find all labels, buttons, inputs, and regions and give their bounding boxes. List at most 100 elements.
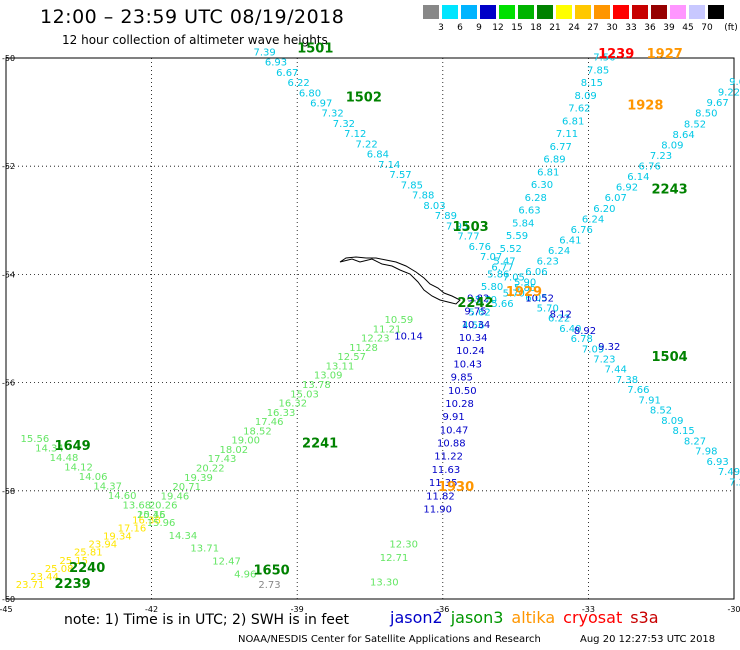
track-2241: 10.5911.2112.2311.2812.5713.1113.0913.78…: [137, 315, 413, 521]
swh-value: 8.09: [575, 91, 597, 102]
track-1650: 15.96 14.34 13.71 12.474.96: [147, 518, 257, 580]
swh-value: 8.15: [673, 426, 695, 437]
swh-value: 25.15: [59, 556, 88, 567]
swh-value: 7.23: [650, 151, 672, 162]
swh-value: 7.89: [435, 211, 457, 222]
scale-swatch: [499, 5, 515, 19]
swh-value: 11.90: [423, 504, 452, 515]
swh-value: 7.88: [412, 191, 434, 202]
swh-value: 12.71: [380, 553, 409, 564]
swh-value: 14.34: [169, 531, 198, 542]
swh-value: 15.96: [147, 518, 176, 529]
legend-entry: altika: [511, 608, 556, 627]
scale-unit: (ft): [724, 23, 738, 33]
swh-value: 20.46: [137, 510, 166, 521]
swh-value: 8.52: [650, 406, 672, 417]
swh-value: 15.03: [290, 389, 319, 400]
swh-value: 6.93: [265, 58, 287, 69]
swh-value: 14.48: [50, 453, 79, 464]
pass-time-label: 1927: [647, 47, 683, 62]
swh-value: 15.56: [21, 434, 50, 445]
swh-value: 7.21: [729, 477, 740, 488]
track-1928: 7.567.858.158.097.626.817.116.776.896.81…: [462, 53, 615, 332]
lon-tick-label: -39: [291, 605, 304, 614]
scale-swatch: [613, 5, 629, 19]
lat-tick-label: -54: [2, 270, 15, 279]
scale-swatch: [461, 5, 477, 19]
swh-value: 6.24: [582, 214, 604, 225]
swh-value: 10.43: [453, 359, 482, 370]
swh-value: 7.62: [568, 104, 590, 115]
swh-value: 6.63: [518, 206, 540, 217]
swh-value: 7.07: [480, 252, 502, 263]
swh-value: 7.14: [378, 160, 400, 171]
swh-value: 6.76: [571, 225, 593, 236]
pass-time-label: 2239: [55, 577, 91, 592]
scale-swatch: [651, 5, 667, 19]
swh-value: 8.09: [661, 416, 683, 427]
swh-value: 6.23: [537, 257, 559, 268]
swh-value: 12.23: [361, 334, 390, 345]
swh-value: 5.86: [487, 269, 509, 280]
swh-value: 7.85: [401, 180, 423, 191]
pass-time-label: 1239: [598, 47, 634, 62]
swh-value: 7.32: [333, 119, 355, 130]
swh-value: 10.52: [525, 293, 554, 304]
scale-label: 21: [549, 23, 561, 33]
swh-value: 2.73: [258, 580, 280, 591]
swh-value: 8.50: [695, 109, 717, 120]
swh-value: 9.67: [706, 98, 728, 109]
swh-value: 12.57: [337, 352, 366, 363]
swh-value: 20.22: [196, 463, 225, 474]
scale-swatch: [670, 5, 686, 19]
swh-value: 10.24: [456, 346, 485, 357]
swh-value: 7.39: [254, 47, 276, 58]
swh-value: 5.84: [512, 218, 534, 229]
swh-value: 6.06: [525, 267, 547, 278]
legend-entry: cryosat: [563, 608, 623, 627]
coastline-path: [339, 256, 461, 305]
swh-value: 6.78: [571, 334, 593, 345]
swh-value: 6.67: [276, 68, 298, 79]
time-label-layer: 1501 1502 1503 1239 1927 1928 2243 2242 1929 1504…: [55, 42, 688, 593]
scale-label: 39: [663, 23, 675, 33]
swh-value: 7.05: [503, 273, 525, 284]
scale-swatch: [632, 5, 648, 19]
swh-value: 9.82: [467, 293, 489, 304]
swh-value: 8.64: [673, 130, 695, 141]
swh-value: 9.6: [729, 77, 740, 88]
swh-value: 11.82: [426, 491, 455, 502]
pass-time-label: 1504: [651, 350, 687, 365]
swh-value: 7.32: [321, 109, 343, 120]
swh-value: 8.92: [574, 326, 596, 337]
swh-value: 6.07: [605, 193, 627, 204]
swh-value: 10.59: [385, 315, 414, 326]
swh-value: 16.32: [278, 399, 307, 410]
swh-value: 7.98: [695, 447, 717, 458]
swh-value: 9.91: [442, 412, 464, 423]
swh-value: 7.12: [344, 129, 366, 140]
swh-value: 9.22: [718, 88, 740, 99]
scale-label: 33: [625, 23, 637, 33]
credit-line: NOAA/NESDIS Center for Satellite Applica…: [238, 634, 541, 645]
swh-value: 5.52: [500, 244, 522, 255]
swh-value: 8.09: [661, 140, 683, 151]
swh-value: 18.52: [243, 426, 272, 437]
legend-entry: jason3: [450, 608, 504, 627]
lon-tick-label: -45: [0, 605, 13, 614]
scale-swatch: [689, 5, 705, 19]
swh-value: 6.76: [469, 242, 491, 253]
pass-time-label: 1503: [453, 220, 489, 235]
swh-value: 5.70: [475, 295, 497, 306]
swh-value: 23.44: [30, 572, 59, 583]
pass-time-label: 1929: [506, 285, 542, 300]
swh-value: 10.14: [394, 331, 423, 342]
scale-swatch: [480, 5, 496, 19]
swh-value: 5.70: [537, 303, 559, 314]
swh-value: 7.09: [582, 344, 604, 355]
scale-swatch: [442, 5, 458, 19]
swh-value: 7.66: [627, 385, 649, 396]
swh-value: 5.47: [493, 257, 515, 268]
pass-time-label: 1501: [297, 42, 333, 57]
legend-entry: s3a: [630, 608, 659, 627]
